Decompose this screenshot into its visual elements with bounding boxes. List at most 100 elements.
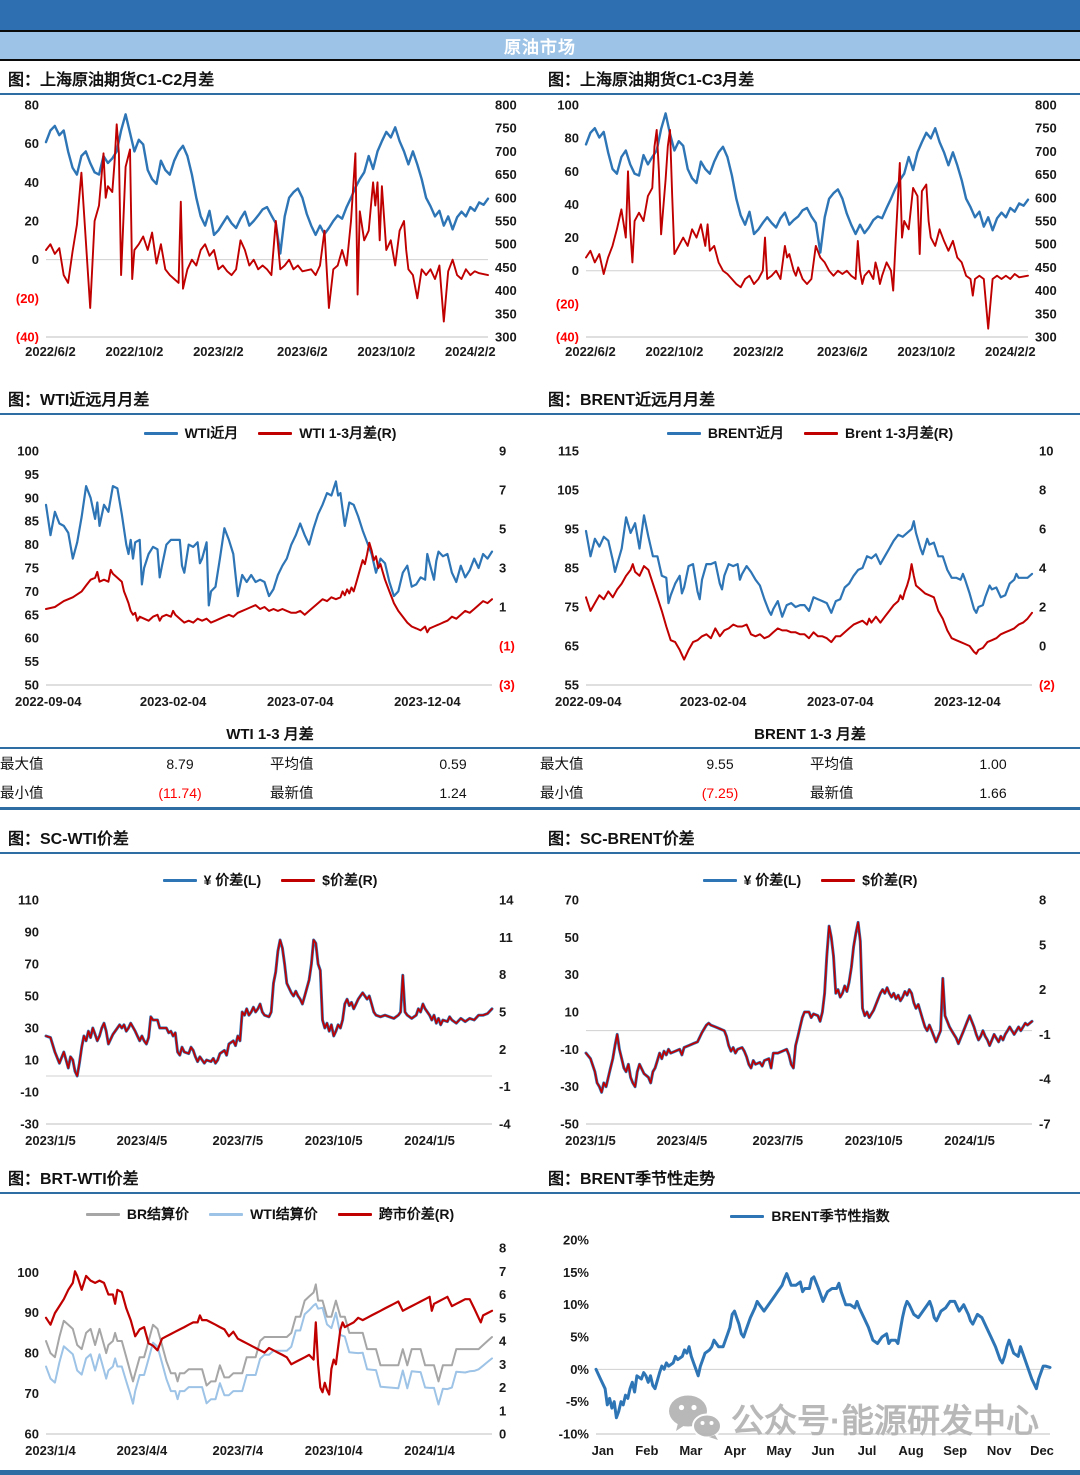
chart-brent-seasonal: BRENT季节性指数 公众号·能源研发中心 20% 15% 10% 5% 0% -5% -1… [540,1194,1080,1464]
axis-tick-label: 300 [1035,330,1057,345]
axis-tick-label: 14 [499,893,514,908]
axis-tick-label: 50 [25,678,39,693]
x-axis-label: Dec [1030,1443,1054,1458]
stats-header-brent: BRENT 1-3 月差 [754,726,866,743]
x-axis-label: 2024/2/2 [985,344,1036,359]
x-axis-label: 2023/1/4 [25,1443,76,1458]
axis-tick-label: 10 [25,1053,39,1068]
axis-tick-label: 650 [1035,167,1057,182]
axis-tick-label: -4 [499,1117,511,1132]
x-axis-label: Jul [858,1443,877,1458]
axis-tick-label: 60 [25,136,39,151]
axis-tick-label: 95 [565,522,579,537]
axis-tick-label: 0 [32,252,39,267]
axis-tick-label: 30 [565,967,579,982]
series-line [44,1270,494,1396]
axis-tick-label: (20) [556,296,579,311]
series-line [585,128,1029,330]
x-axis-label: 2023-07-04 [267,694,334,709]
axis-tick-label: -1 [1039,1027,1051,1042]
stat-label: 平均值 [810,757,854,773]
axis-tick-label: 400 [1035,283,1057,298]
x-axis-label: 2023/6/2 [277,344,328,359]
axis-tick-label: 65 [25,607,39,622]
chart-brent-month-spread: BRENT近月 Brent 1-3月差(R) 115 105 95 85 75 65 55 10 8… [540,415,1080,715]
x-axis-label: 2023/10/2 [897,344,955,359]
axis-tick-label: 2 [1039,982,1046,997]
axis-tick-label: 80 [25,98,39,113]
stat-label: 最小值 [0,786,44,802]
x-axis-label: 2022/10/2 [645,344,703,359]
series-line [45,123,489,323]
axis-tick-label: 6 [499,1287,506,1302]
axis-tick-label: 80 [25,1346,39,1361]
axis-tick-label: 10 [565,1005,579,1020]
axis-tick-label: 70 [25,1386,39,1401]
axis-tick-label: 400 [495,283,517,298]
x-axis-label: 2024/1/5 [944,1133,995,1148]
axis-tick-label: -5% [566,1394,590,1409]
section-band: 原油市场 [0,32,1080,61]
axis-tick-label: 85 [25,514,39,529]
axis-tick-label: 2 [1039,600,1046,615]
axis-tick-label: 80 [25,537,39,552]
axis-tick-label: (20) [16,291,39,306]
axis-tick-label: (1) [499,639,515,654]
axis-tick-label: 450 [1035,260,1057,275]
stat-label: 最新值 [810,786,854,802]
axis-tick-label: 15% [563,1265,589,1280]
stat-value: 0.59 [439,755,467,772]
axis-tick-label: 350 [495,306,517,321]
stat-label: 最新值 [270,786,314,802]
stat-label: 最小值 [540,786,584,802]
series-line [45,1283,493,1387]
x-axis-label: Nov [987,1443,1012,1458]
series-line [45,541,493,634]
axis-tick-label: 500 [1035,237,1057,252]
stats-header-wti: WTI 1-3 月差 [226,726,314,743]
axis-tick-label: 750 [1035,121,1057,136]
axis-tick-label: 65 [565,639,579,654]
x-axis-label: 2023/4/4 [117,1443,168,1458]
axis-tick-label: 8 [1039,893,1046,908]
x-axis-label: 2023/7/4 [212,1443,263,1458]
x-axis-label: 2023/7/5 [752,1133,803,1148]
axis-tick-label: 500 [495,237,517,252]
x-axis-label: Apr [724,1443,746,1458]
stat-label: 最大值 [0,757,44,773]
x-axis-label: 2023/10/5 [845,1133,903,1148]
axis-tick-label: 5 [499,1005,506,1020]
x-axis-label: 2023-07-04 [807,694,874,709]
axis-tick-label: -10 [20,1085,39,1100]
axis-tick-label: 9 [499,444,506,459]
axis-tick-label: -30 [20,1117,39,1132]
x-axis-label: 2023-02-04 [140,694,207,709]
axis-tick-label: 40 [25,175,39,190]
stat-value: 1.00 [979,755,1007,772]
axis-tick-label: 650 [495,167,517,182]
stats-table: WTI 1-3 月差 BRENT 1-3 月差 最大值 8.79 平均值 0.5… [0,719,1080,810]
chart-title-brt-wti: 图：BRT-WTI价差 [8,1171,139,1188]
axis-tick-label: -1 [499,1079,511,1094]
axis-tick-label: 60 [565,164,579,179]
axis-tick-label: 1 [499,1403,506,1418]
axis-tick-label: 300 [495,330,517,345]
axis-tick-label: 1 [499,600,506,615]
axis-tick-label: 700 [1035,144,1057,159]
axis-tick-label: 90 [25,1305,39,1320]
axis-tick-label: 10% [563,1297,589,1312]
x-axis-label: 2023-12-04 [934,694,1001,709]
axis-tick-label: 11 [499,930,513,945]
chart-title-brent-seasonal: 图：BRENT季节性走势 [548,1171,716,1188]
x-axis-label: 2023/2/2 [193,344,244,359]
axis-tick-label: 0 [572,263,579,278]
chart-canvas: 100 80 60 40 20 0 (20) (40) 800 750 700 650 600 550 50… [556,98,1057,360]
chart-titles-row-4: 图：BRT-WTI价差 图：BRENT季节性走势 [0,1160,1080,1194]
axis-tick-label: 95 [25,467,39,482]
axis-tick-label: -10 [560,1042,579,1057]
chart-titles-row-1: 图：上海原油期货C1-C2月差 图：上海原油期货C1-C3月差 [0,61,1080,95]
axis-tick-label: 100 [17,1265,39,1280]
chart-sc-c1c2-spread: 80 60 40 20 0 (20) (40) 800 750 700 650 600 550 500 45… [0,95,540,365]
chart-canvas: 110 90 70 50 30 10 -10 -30 14 11 8 5 2 -1 -4 2023/1/5 20… [18,893,514,1149]
axis-tick-label: 90 [25,925,39,940]
